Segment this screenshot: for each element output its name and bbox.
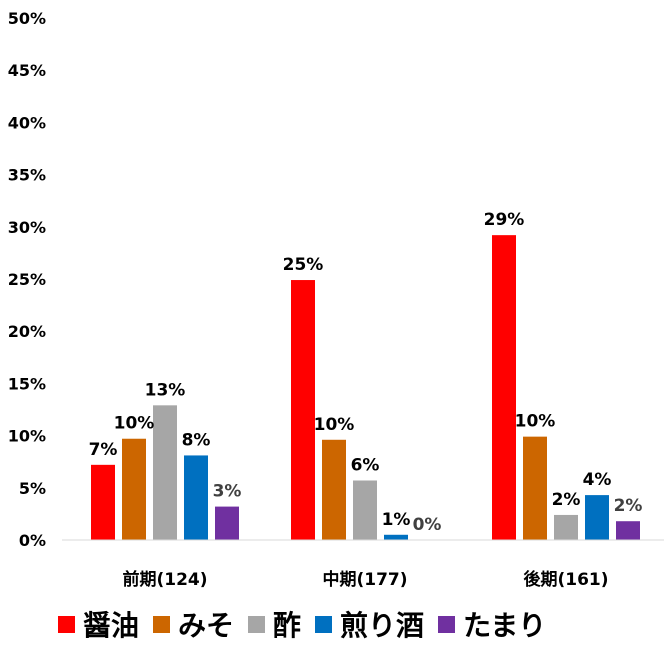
bar-醤油-2 [492, 235, 516, 541]
legend-label: 醤油 [83, 609, 140, 642]
bars [91, 235, 640, 541]
y-tick-label: 25% [8, 270, 46, 289]
bar-たまり-2 [616, 521, 640, 540]
bar-酢-0 [153, 405, 177, 540]
data-label: 2% [552, 490, 581, 510]
legend-swatch [248, 615, 266, 633]
legend-swatch [438, 615, 456, 633]
legend-item: 酢 [248, 604, 301, 644]
bar-煎り酒-2 [585, 495, 609, 540]
data-label: 10% [314, 415, 355, 435]
y-tick-label: 0% [19, 531, 46, 550]
data-labels: 7% 25% 29% 10% 10% 10% 13% 6% 2% 8% 1% 4% 3% 0% 2% [89, 210, 643, 535]
data-label: 0% [413, 515, 442, 535]
x-category-label: 後期(161) [523, 569, 608, 590]
legend-swatch [315, 615, 333, 633]
data-label: 10% [114, 414, 155, 434]
y-tick-label: 35% [8, 166, 46, 185]
data-label: 2% [614, 496, 643, 516]
x-category-label: 中期(177) [322, 569, 407, 590]
bar-煎り酒-1 [384, 534, 408, 540]
data-label: 1% [382, 510, 411, 530]
y-tick-label: 40% [8, 113, 46, 132]
bar-みそ-1 [322, 439, 346, 540]
data-label: 10% [515, 412, 556, 432]
y-tick-label: 50% [8, 9, 46, 28]
legend-swatch [153, 615, 171, 633]
y-tick-label: 5% [19, 479, 46, 498]
data-label: 6% [351, 455, 380, 475]
data-label: 29% [484, 210, 525, 230]
legend-label: 煎り酒 [340, 609, 425, 642]
bar-酢-2 [554, 514, 578, 540]
bar-醤油-1 [291, 280, 315, 540]
y-tick-label: 30% [8, 218, 46, 237]
bar-醤油-0 [91, 464, 115, 540]
y-axis: 0% 5% 10% 15% 20% 25% 30% 35% 40% 45% 50% [8, 9, 46, 550]
legend-item: 煎り酒 [315, 604, 424, 644]
y-tick-label: 15% [8, 374, 46, 393]
x-axis: 前期(124) 中期(177) 後期(161) [62, 539, 664, 590]
data-label: 7% [89, 440, 118, 460]
legend-item: たまり [438, 604, 546, 644]
legend-label: 酢 [273, 609, 302, 642]
bar-酢-1 [353, 480, 377, 540]
data-label: 8% [182, 430, 211, 450]
legend-swatch [58, 615, 75, 633]
data-label: 3% [213, 482, 242, 502]
bar-たまり-0 [215, 506, 239, 540]
data-label: 13% [145, 380, 186, 400]
y-tick-label: 20% [8, 322, 46, 341]
bar-chart: 0% 5% 10% 15% 20% 25% 30% 35% 40% 45% 50% 7% 25% 29%… [8, 9, 664, 590]
y-tick-label: 10% [8, 427, 46, 446]
legend-label: みそ [178, 609, 235, 642]
legend-item: みそ [153, 604, 234, 644]
bar-煎り酒-0 [184, 455, 208, 540]
bar-みそ-0 [122, 438, 146, 540]
legend-item: 醤油 [58, 604, 139, 644]
bar-みそ-2 [523, 436, 547, 540]
x-category-label: 前期(124) [122, 569, 207, 590]
data-label: 4% [583, 470, 612, 490]
legend-label: たまり [463, 609, 547, 642]
data-label: 25% [283, 255, 324, 275]
legend: 醤油 みそ 酢 煎り酒 たまり [58, 604, 560, 644]
y-tick-label: 45% [8, 61, 46, 80]
